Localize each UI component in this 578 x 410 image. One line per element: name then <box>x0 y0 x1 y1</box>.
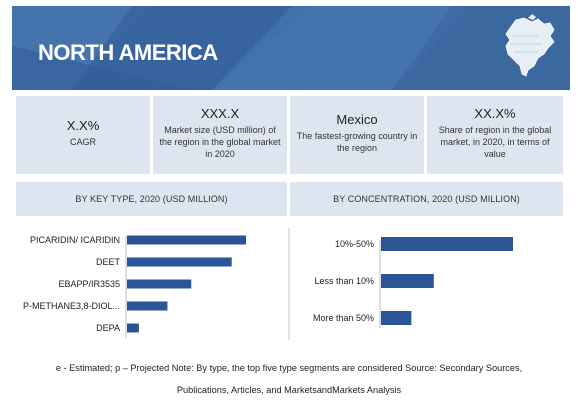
chart-1-category-label: More than 50% <box>313 313 374 323</box>
kpi-fastest-country: Mexico The fastest-growing country in th… <box>290 96 424 174</box>
chart-0-bar <box>127 323 139 333</box>
key-type-bar-chart: PICARIDIN/ ICARIDIN DEET EBAPP/IR3535 P-MET… <box>23 235 246 338</box>
kpi-fastest-country-value: Mexico <box>336 112 378 127</box>
kpi-region-share-desc: Share of region in the global market, in… <box>438 125 552 159</box>
kpi-market-size: XXX.X Market size (USD million) of the r… <box>153 96 287 174</box>
chart-0-bar <box>127 235 246 245</box>
footnote-line-1: e - Estimated; p – Projected Note: By ty… <box>55 363 523 373</box>
kpi-fastest-country-desc: The fastest-growing country in the regio… <box>296 131 418 153</box>
chart-1-category-label: Less than 10% <box>314 276 374 286</box>
kpi-region-share-value: XX.X% <box>474 106 516 121</box>
chart-divider <box>288 228 290 340</box>
kpi-market-size-desc: Market size (USD million) of the region … <box>159 125 281 159</box>
footnote-line-2: Publications, Articles, and MarketsandMa… <box>176 385 402 395</box>
chart-0-category-label: P-METHANE3,8-DIOL... <box>23 301 120 311</box>
chart-0-category-label: EBAPP/IR3535 <box>58 279 120 289</box>
chart-0-bar <box>127 279 192 289</box>
north-america-map-icon <box>505 14 555 77</box>
section-header-key-type: BY KEY TYPE, 2020 (USD MILLION) <box>16 182 287 216</box>
kpi-region-share: XX.X% Share of region in the global mark… <box>427 96 563 174</box>
chart-0-bar <box>127 301 168 311</box>
header-banner: NORTH AMERICA <box>12 6 570 90</box>
chart-1-bar <box>381 311 412 325</box>
chart-0-category-label: PICARIDIN/ ICARIDIN <box>30 235 120 245</box>
concentration-bar-chart: 10%-50% Less than 10% More than 50% <box>313 237 513 328</box>
region-title: NORTH AMERICA <box>38 40 218 65</box>
kpi-cagr-desc: CAGR <box>69 137 96 147</box>
chart-0-bar <box>127 257 232 267</box>
kpi-market-size-value: XXX.X <box>200 106 240 121</box>
chart-1-bar <box>381 237 513 251</box>
kpi-cagr-value: X.X% <box>66 118 100 133</box>
kpi-cagr: X.X% CAGR <box>16 96 150 174</box>
chart-1-category-label: 10%-50% <box>335 239 374 249</box>
section-header-concentration: BY CONCENTRATION, 2020 (USD MILLION) <box>290 182 563 216</box>
chart-0-category-label: DEET <box>96 257 121 267</box>
chart-1-bar <box>381 274 434 288</box>
chart-0-category-label: DEPA <box>96 323 120 333</box>
